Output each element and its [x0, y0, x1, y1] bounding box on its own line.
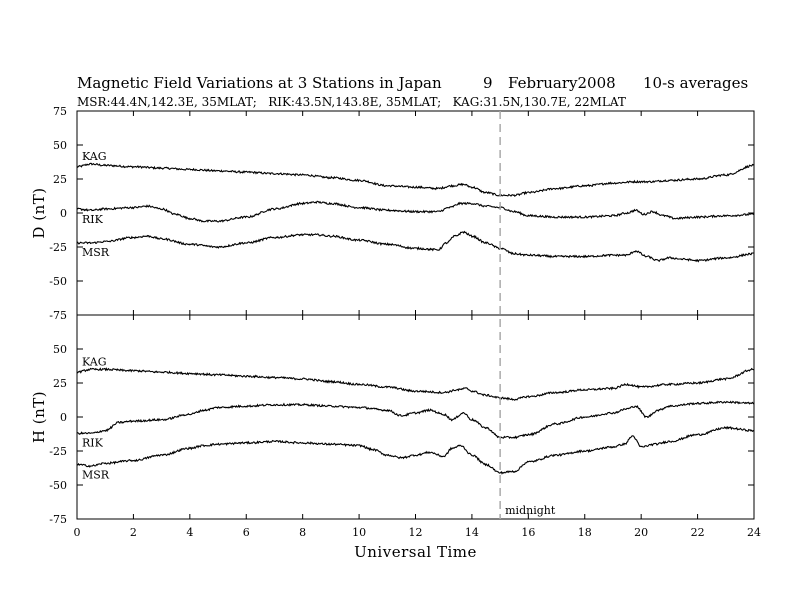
bottom-ylabel: H (nT)	[30, 391, 48, 443]
y-tick-label: 25	[53, 377, 67, 390]
midnight-label: midnight	[505, 504, 556, 517]
x-tick-label: 22	[691, 526, 705, 539]
top-panel: 75 50 25 0 -25 -50 -75 D (nT) KAG RIK MSR	[30, 105, 755, 322]
chart-month-year: February2008	[508, 74, 616, 92]
chart-day: 9	[483, 74, 493, 92]
y-tick-label: -75	[49, 309, 67, 322]
series-label-msr: MSR	[82, 468, 110, 481]
x-tick-label: 2	[130, 526, 137, 539]
series-msr-top	[76, 230, 755, 263]
x-tick-label: 6	[243, 526, 250, 539]
x-tick-label: 24	[747, 526, 761, 539]
series-label-kag: KAG	[82, 355, 107, 368]
y-tick-label: 75	[53, 105, 67, 118]
chart-averaging: 10-s averages	[643, 74, 748, 92]
x-tick-label: 20	[634, 526, 648, 539]
y-tick-label: -50	[49, 275, 67, 288]
x-tick-label: 18	[578, 526, 592, 539]
x-tick-label: 12	[409, 526, 423, 539]
y-tick-label: -25	[49, 241, 67, 254]
series-kag-bottom	[76, 367, 755, 401]
series-label-kag: KAG	[82, 150, 107, 163]
series-kag-top	[76, 162, 755, 198]
x-tick-label: 8	[299, 526, 306, 539]
series-msr-bottom	[76, 425, 755, 475]
y-tick-label: -75	[49, 513, 67, 526]
series-label-rik: RIK	[82, 436, 104, 449]
x-tick-label: 10	[352, 526, 366, 539]
stations-coordinates: MSR:44.4N,142.3E, 35MLAT; RIK:43.5N,143.…	[77, 95, 626, 109]
y-tick-label: -50	[49, 479, 67, 492]
y-tick-label: 50	[53, 139, 67, 152]
x-tick-label: 4	[186, 526, 193, 539]
top-ylabel: D (nT)	[30, 187, 48, 238]
y-tick-label: -25	[49, 445, 67, 458]
y-tick-label: 0	[60, 207, 67, 220]
chart-panels: 75 50 25 0 -25 -50 -75 D (nT) KAG RIK MSR 50 25 0 -25 -…	[30, 105, 761, 561]
series-label-rik: RIK	[82, 213, 104, 226]
series-rik-bottom	[76, 400, 755, 440]
series-rik-top	[76, 200, 755, 223]
x-axis-label: Universal Time	[354, 543, 477, 561]
chart-title: Magnetic Field Variations at 3 Stations …	[77, 74, 442, 92]
y-tick-label: 0	[60, 411, 67, 424]
x-tick-label: 0	[74, 526, 81, 539]
top-panel-frame	[76, 110, 755, 316]
x-tick-label: 14	[465, 526, 479, 539]
y-tick-label: 25	[53, 173, 67, 186]
y-tick-label: 50	[53, 343, 67, 356]
x-tick-label: 16	[521, 526, 535, 539]
series-label-msr: MSR	[82, 246, 110, 259]
